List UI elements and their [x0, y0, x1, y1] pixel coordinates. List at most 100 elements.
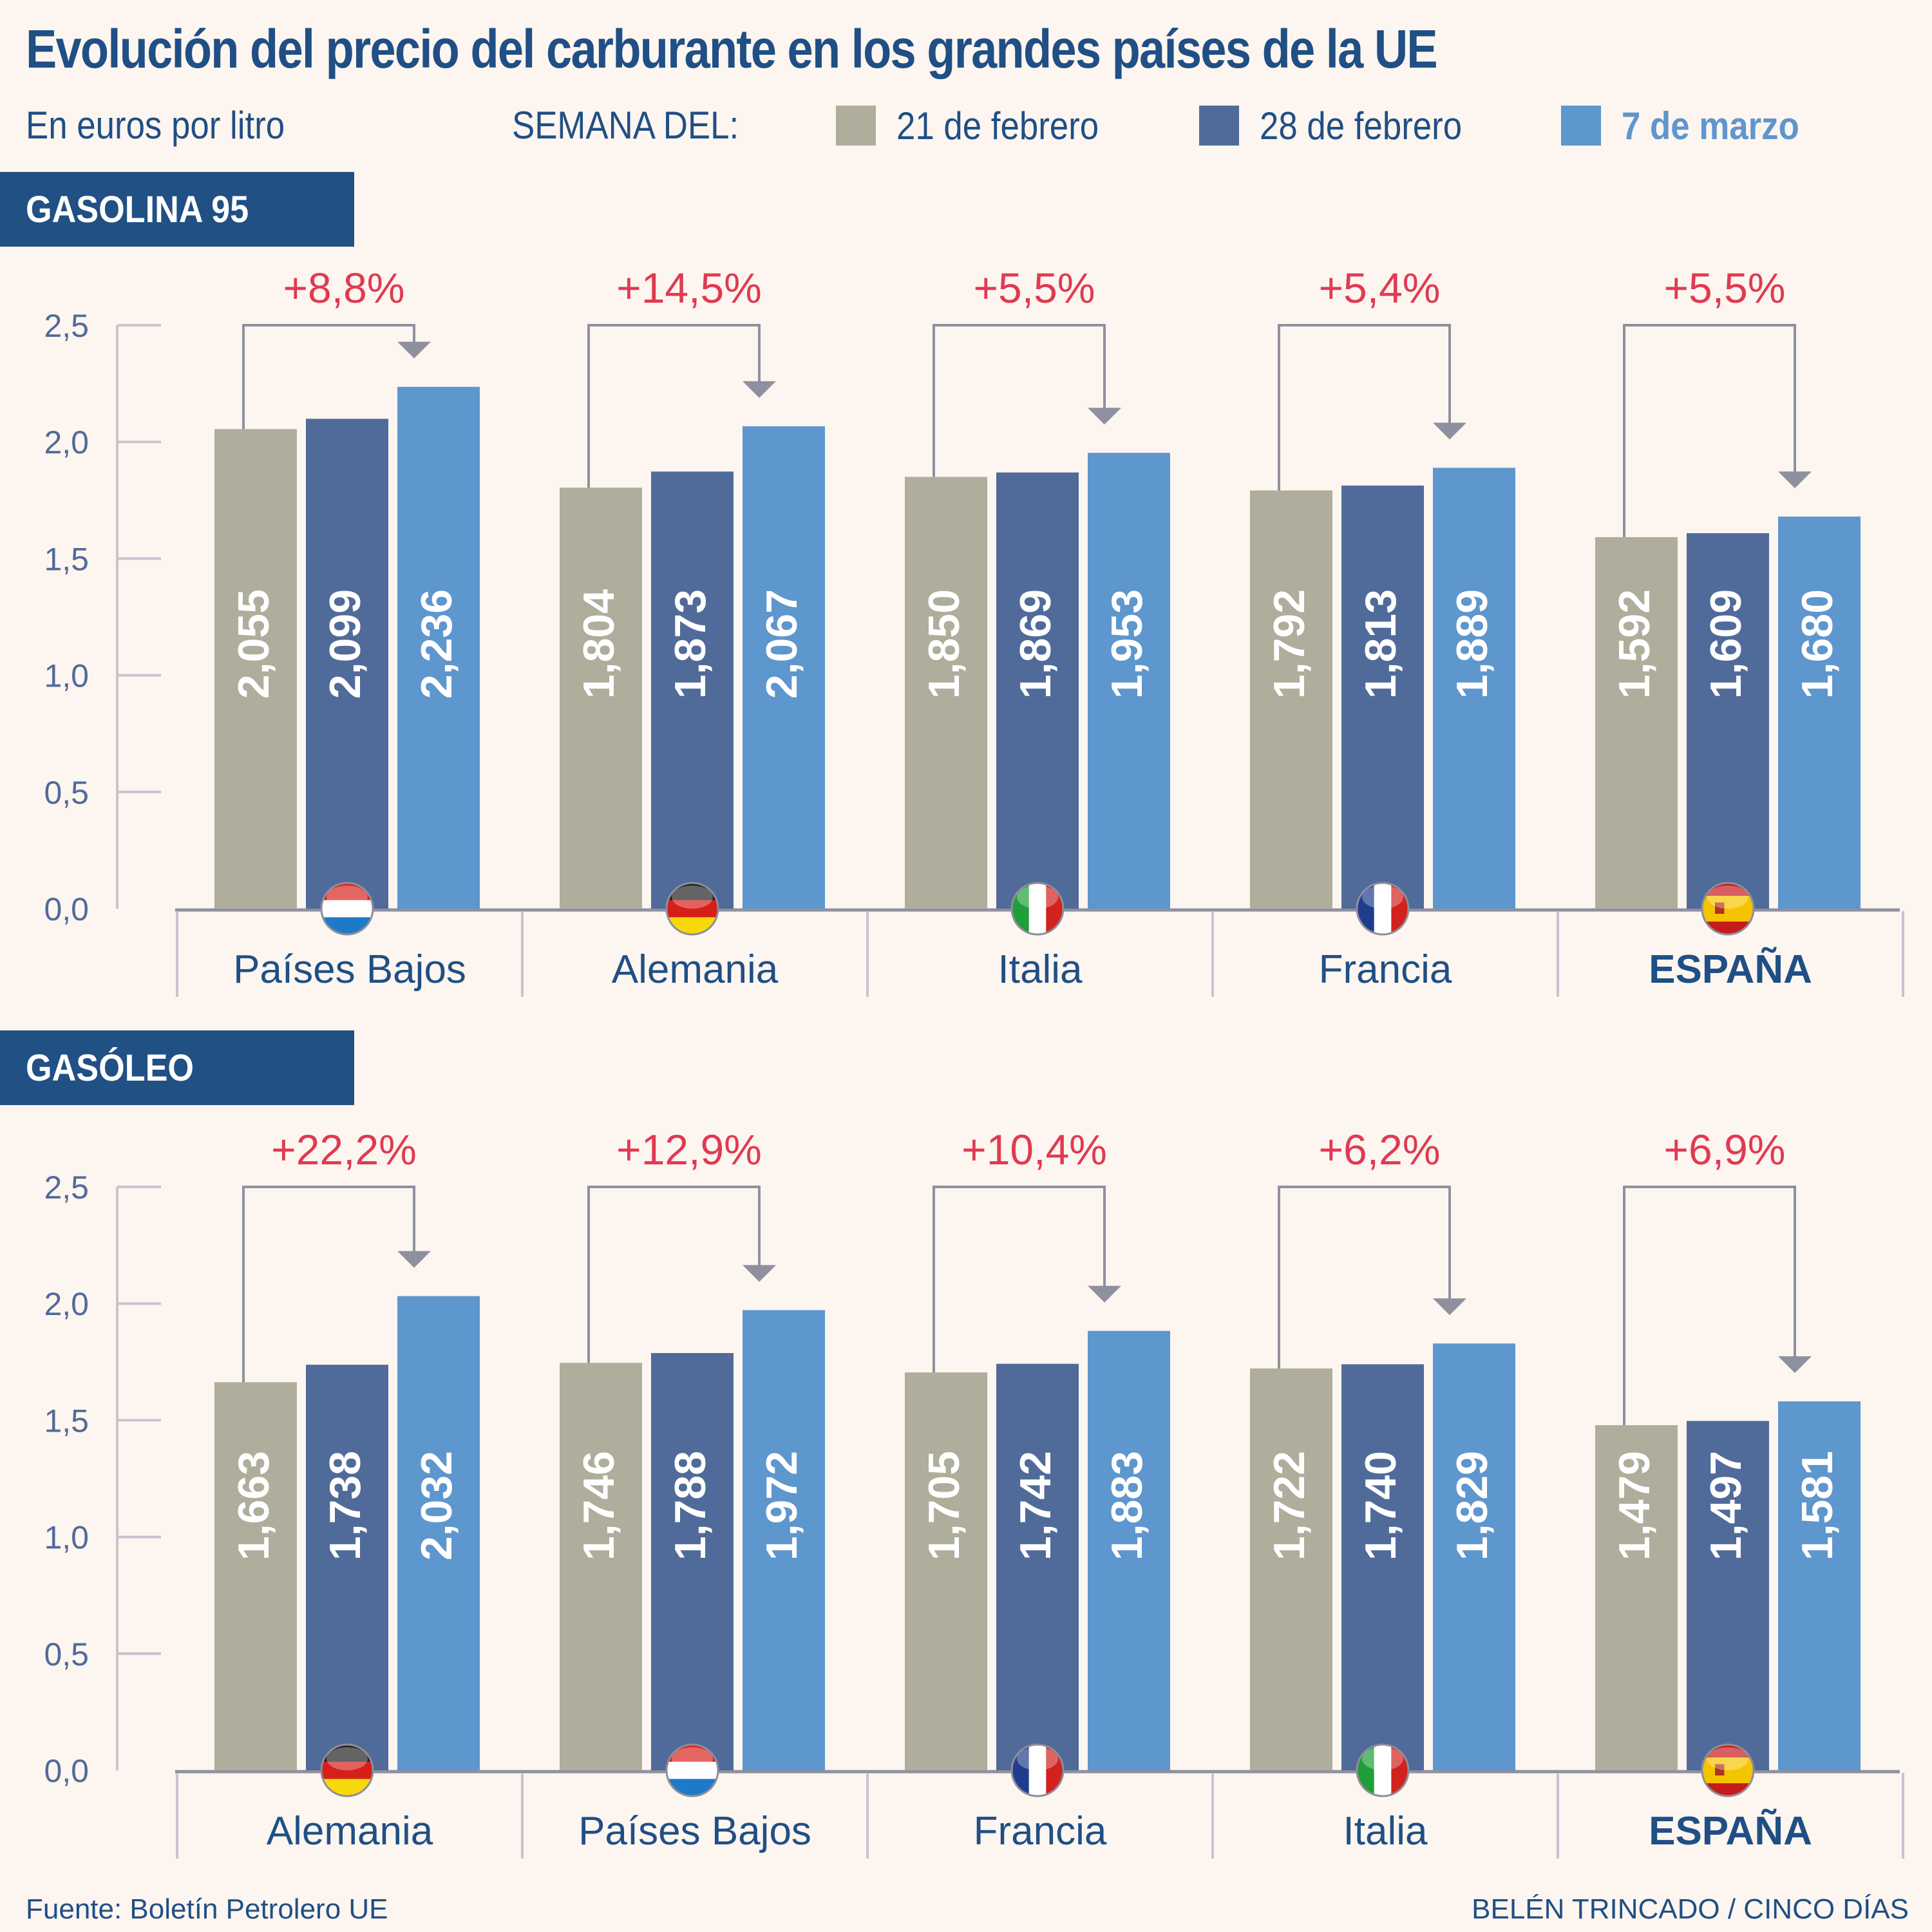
legend-label: SEMANA DEL:	[512, 104, 739, 147]
section-title-gasoleo: GASÓLEO	[26, 1046, 194, 1089]
category-label: Alemania	[267, 1809, 433, 1853]
arrow-down-icon	[397, 1251, 431, 1268]
bar	[306, 419, 388, 909]
bar-value-label: 2,099	[321, 589, 370, 699]
arrow-down-icon	[743, 381, 776, 398]
legend-text-week2: 28 de febrero	[1260, 104, 1463, 147]
bar-value-label: 1,705	[920, 1451, 969, 1560]
bar	[1088, 1331, 1170, 1770]
change-connector	[242, 324, 415, 430]
france-flag-icon	[1357, 883, 1408, 934]
change-percent-label: +10,4%	[961, 1126, 1107, 1173]
bar	[1595, 537, 1678, 909]
section-tag-gasolina: GASOLINA 95	[0, 172, 354, 247]
legend-text-week3: 7 de marzo	[1622, 104, 1799, 147]
spain-flag-outline	[1701, 1743, 1755, 1797]
y-tick-label: 1,5	[44, 541, 89, 577]
y-tick-label: 1,0	[44, 658, 89, 694]
category-label: ESPAÑA	[1649, 947, 1812, 992]
legend-swatch-week2	[1199, 106, 1239, 146]
source-note: Fuente: Boletín Petrolero UE	[26, 1893, 388, 1925]
bar	[1341, 485, 1424, 909]
bar-value-label: 1,663	[229, 1451, 278, 1560]
bar-value-label: 1,609	[1701, 589, 1750, 699]
bar	[397, 386, 480, 909]
bar-value-label: 1,850	[920, 589, 969, 699]
netherlands-flag-outline	[320, 882, 374, 936]
bar-value-label: 1,740	[1356, 1451, 1405, 1560]
section-title-gasolina: GASOLINA 95	[26, 188, 249, 231]
bar-value-label: 1,813	[1356, 589, 1405, 699]
y-tick-label: 0,5	[44, 1636, 89, 1672]
y-tick-label: 2,0	[44, 1286, 89, 1322]
change-connector	[587, 1186, 761, 1363]
category-label: Países Bajos	[233, 947, 466, 992]
bar	[651, 471, 734, 909]
bar-value-label: 1,742	[1011, 1451, 1060, 1560]
bar-value-label: 1,972	[757, 1451, 806, 1560]
spain-flag-icon	[1702, 883, 1754, 934]
change-percent-label: +6,9%	[1664, 1126, 1786, 1173]
credit-note: BELÉN TRINCADO / CINCO DÍAS	[1472, 1893, 1909, 1925]
change-percent-label: +12,9%	[616, 1126, 762, 1173]
bar-value-label: 1,953	[1103, 589, 1151, 699]
bar	[306, 1365, 388, 1770]
change-connector	[587, 324, 761, 488]
germany-flag-outline	[320, 1743, 374, 1797]
bar-value-label: 1,804	[574, 589, 623, 699]
bar	[905, 1372, 987, 1770]
bar-value-label: 2,055	[229, 589, 278, 699]
bar-value-label: 1,869	[1011, 589, 1060, 699]
change-percent-label: +5,4%	[1319, 264, 1441, 312]
bar-value-label: 1,497	[1701, 1451, 1750, 1560]
bar	[743, 426, 825, 909]
legend-swatch-week1	[836, 106, 876, 146]
change-percent-label: +5,5%	[974, 264, 1095, 312]
y-tick-label: 0,5	[44, 775, 89, 811]
bar	[214, 429, 297, 909]
france-flag-outline	[1356, 882, 1410, 936]
bar	[905, 477, 987, 909]
bar-value-label: 2,067	[757, 589, 806, 699]
change-percent-label: +22,2%	[271, 1126, 417, 1173]
y-tick-label: 0,0	[44, 1753, 89, 1789]
france-flag-outline	[1010, 1743, 1065, 1797]
category-label: Francia	[1319, 947, 1452, 992]
change-connector	[1623, 1186, 1796, 1426]
arrow-down-icon	[1088, 1285, 1121, 1303]
y-tick-label: 1,0	[44, 1520, 89, 1556]
chart-gasoleo: 0,0 0,5 1,0 1,5 2,0 2,5 1,663 1,738 2,032 +22,2% A…	[44, 1126, 1904, 1859]
y-tick-label: 2,5	[44, 308, 89, 344]
change-percent-label: +14,5%	[616, 264, 762, 312]
change-connector	[933, 324, 1106, 477]
legend-item-week3: 7 de marzo	[1561, 103, 1823, 148]
section-tag-gasoleo: GASÓLEO	[0, 1030, 354, 1105]
units-subtitle: En euros por litro	[26, 104, 285, 147]
bar-value-label: 1,873	[666, 589, 715, 699]
arrow-down-icon	[1778, 471, 1812, 489]
bar-value-label: 1,479	[1610, 1451, 1659, 1560]
bar	[560, 1363, 642, 1770]
legend-swatch-week3	[1561, 106, 1601, 146]
arrow-down-icon	[1778, 1356, 1812, 1374]
bar	[1433, 468, 1515, 909]
bar-value-label: 1,738	[321, 1451, 370, 1560]
bar-value-label: 1,829	[1448, 1451, 1497, 1560]
chart-gasolina: 0,0 0,5 1,0 1,5 2,0 2,5 2,055 2,099 2,236 +8,8% Pa…	[44, 264, 1904, 997]
bar-value-label: 1,889	[1448, 589, 1497, 699]
bar-value-label: 1,788	[666, 1451, 715, 1560]
legend-item-week1: 21 de febrero	[836, 103, 1126, 148]
y-tick-label: 0,0	[44, 891, 89, 927]
bar-value-label: 1,722	[1265, 1451, 1314, 1560]
bar	[397, 1296, 480, 1770]
arrow-down-icon	[743, 1265, 776, 1282]
bar-value-label: 1,680	[1793, 589, 1842, 699]
category-label: Francia	[974, 1809, 1107, 1853]
bar	[651, 1353, 734, 1770]
category-label: Italia	[1343, 1809, 1428, 1853]
category-label: ESPAÑA	[1649, 1809, 1812, 1853]
bar	[214, 1382, 297, 1770]
y-tick-label: 1,5	[44, 1403, 89, 1439]
change-connector	[1278, 1186, 1451, 1368]
italy-flag-outline	[1356, 1743, 1410, 1797]
